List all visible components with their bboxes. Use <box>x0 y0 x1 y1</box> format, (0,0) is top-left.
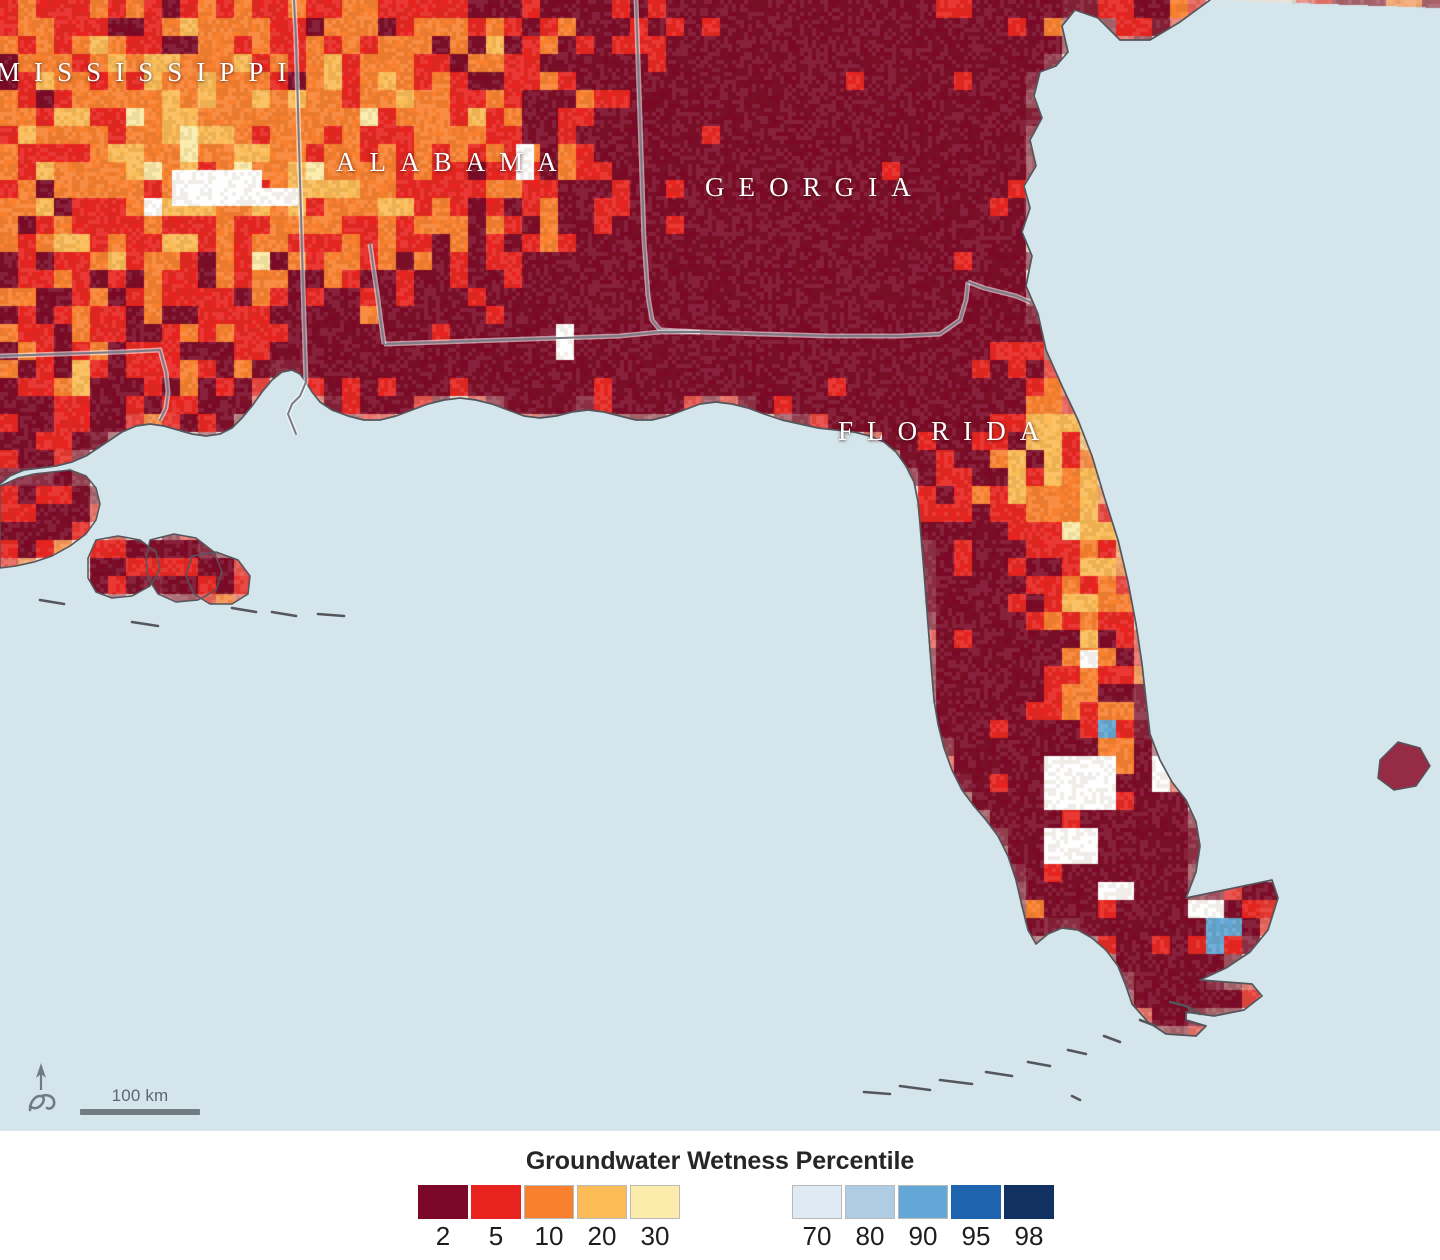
bahamas-raster-patch <box>1378 742 1430 790</box>
legend-swatch-dry-1 <box>471 1185 521 1219</box>
legend-tick-dry-2: 2 <box>435 1221 451 1251</box>
legend-swatch-wet-4 <box>1004 1185 1054 1219</box>
coastline-island-1 <box>87 535 161 599</box>
coastline-key-5 <box>984 1070 1014 1078</box>
coastline-key-11 <box>270 610 298 618</box>
legend-panel: Groundwater Wetness Percentile 2 5 10 20 30 7… <box>0 1131 1440 1260</box>
coastline-key-1 <box>1138 1018 1158 1028</box>
coastline-key-2 <box>1102 1034 1122 1044</box>
coastline-island-3 <box>185 551 251 605</box>
legend-swatch-wet-0 <box>792 1185 842 1219</box>
legend-tick-dry-30: 30 <box>640 1221 670 1251</box>
border-ms-al-south <box>287 413 297 435</box>
legend-dry-swatches <box>418 1185 680 1219</box>
border-al-ga <box>635 0 701 333</box>
border-fl-north <box>967 281 1031 303</box>
border-ms-la-halo <box>0 347 171 422</box>
coastline-key-6 <box>938 1078 974 1086</box>
legend-wet-swatches <box>792 1185 1054 1219</box>
coastline-island-0 <box>0 469 101 569</box>
map-vector-overlay <box>0 0 1431 1102</box>
legend-tick-dry-20: 20 <box>587 1221 617 1251</box>
coastline-island-2 <box>145 533 223 603</box>
map-viewport[interactable]: MISSISSIPPI ALABAMA GEORGIA FLORIDA 100 … <box>0 0 1440 1131</box>
coastline-key-7 <box>898 1084 932 1092</box>
state-border-group <box>0 0 1031 435</box>
legend-swatch-dry-0 <box>418 1185 468 1219</box>
legend-swatch-dry-4 <box>630 1185 680 1219</box>
legend-colorbar <box>0 1185 1440 1219</box>
border-al-ga-halo <box>633 0 701 335</box>
legend-tick-dry-10: 10 <box>534 1221 564 1251</box>
legend-tick-wet-98: 98 <box>1014 1221 1044 1251</box>
legend-tick-labels: 2 5 10 20 30 70 80 90 95 98 <box>0 1221 1440 1255</box>
coastline-key-12 <box>316 612 346 618</box>
legend-swatch-wet-2 <box>898 1185 948 1219</box>
coastline-key-13 <box>130 620 160 628</box>
coastline-key-14 <box>38 598 66 606</box>
border-ms-la <box>0 349 169 421</box>
legend-tick-wet-80: 80 <box>855 1221 885 1251</box>
north-arrow-icon <box>28 1063 56 1112</box>
legend-swatch-wet-1 <box>845 1185 895 1219</box>
coastline-key-8 <box>862 1090 892 1096</box>
legend-swatch-wet-3 <box>951 1185 1001 1219</box>
coastline-key-0 <box>1168 1000 1202 1016</box>
legend-tick-wet-90: 90 <box>908 1221 938 1251</box>
legend-tick-dry-5: 5 <box>488 1221 504 1251</box>
coastline-key-10 <box>230 606 258 614</box>
map-furniture: 100 km <box>20 1060 210 1120</box>
legend-tick-wet-95: 95 <box>961 1221 991 1251</box>
legend-swatch-dry-2 <box>524 1185 574 1219</box>
coastline-key-3 <box>1066 1048 1088 1056</box>
groundwater-raster-layer <box>0 0 1440 1131</box>
scale-bar-rule <box>80 1109 200 1115</box>
scale-bar-label: 100 km <box>111 1086 169 1105</box>
legend-tick-wet-70: 70 <box>802 1221 832 1251</box>
coastline-bahamas <box>1377 741 1431 791</box>
legend-swatch-dry-3 <box>577 1185 627 1219</box>
coastline-key-9 <box>1070 1094 1082 1102</box>
coastline-group <box>0 0 1431 1102</box>
border-ms-al <box>287 0 307 415</box>
scale-bar: 100 km <box>80 1086 200 1115</box>
border-ga-fl <box>383 281 969 345</box>
border-al-fl-panhandle <box>369 243 385 345</box>
border-ga-fl-halo <box>383 281 971 347</box>
coastline-key-4 <box>1026 1060 1052 1068</box>
legend-title: Groundwater Wetness Percentile <box>525 1147 915 1175</box>
